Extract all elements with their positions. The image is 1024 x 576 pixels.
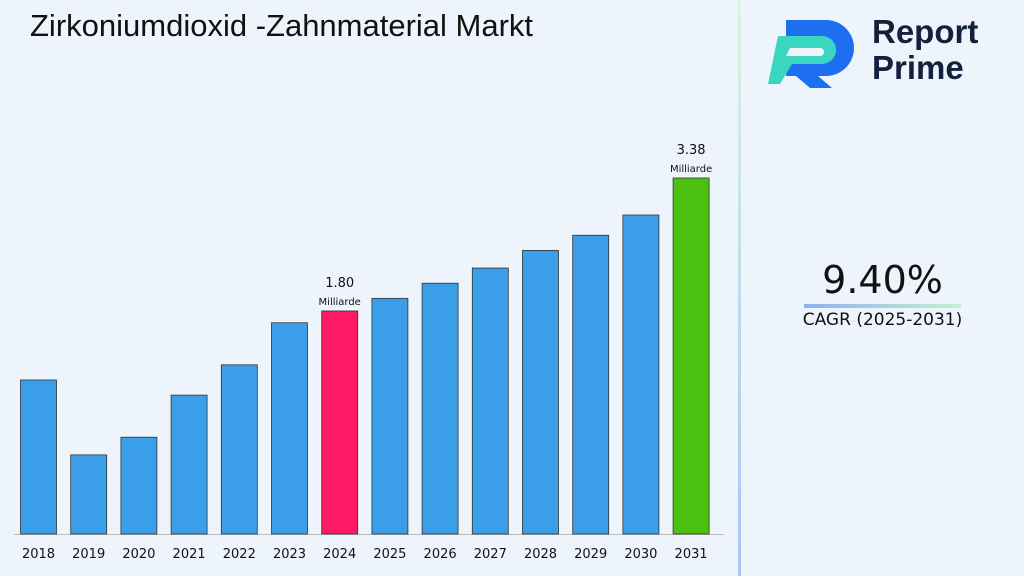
cagr-value: 9.40% (822, 258, 943, 302)
cagr-underline (804, 304, 961, 308)
x-tick-label: 2026 (424, 547, 457, 562)
bar-2030 (622, 214, 660, 535)
bar-chart: 2018 2019 2020 2021 2022 2023 2024 2025 2026 2027… (14, 143, 724, 562)
x-tick-label: 2027 (474, 547, 507, 562)
logo-line1: Report (872, 13, 979, 50)
bar-2021 (170, 394, 208, 535)
bar-2024 (321, 310, 359, 535)
bar-2019 (70, 454, 108, 535)
bar-2023 (271, 322, 308, 535)
logo-text: Report Prime (872, 14, 978, 86)
cagr-panel: 9.40% CAGR (2025-2031) (790, 258, 975, 330)
data-label-unit: Milliarde (319, 297, 361, 308)
data-label-value: 1.80 (325, 276, 354, 291)
logo-line2: Prime (872, 49, 964, 86)
x-tick-label: 2030 (624, 547, 657, 562)
x-tick-label: 2028 (524, 547, 557, 562)
bar-2031 (672, 177, 710, 535)
data-label-value: 3.38 (677, 143, 706, 158)
bar-2029 (572, 234, 610, 535)
bar-2018 (20, 379, 57, 535)
bar-2027 (471, 267, 509, 535)
report-prime-logo-icon (768, 20, 854, 88)
x-tick-label: 2024 (323, 547, 356, 562)
x-tick-label: 2019 (72, 547, 105, 562)
x-tick-label: 2031 (675, 547, 708, 562)
cagr-label: CAGR (2025-2031) (802, 310, 963, 330)
x-tick-label: 2029 (574, 547, 607, 562)
x-tick-label: 2018 (22, 547, 55, 562)
bar-2022 (220, 364, 258, 535)
x-tick-label: 2025 (373, 547, 406, 562)
bar-2025 (371, 297, 409, 535)
data-label-unit: Milliarde (670, 164, 712, 175)
bar-2020 (120, 436, 158, 535)
x-tick-label: 2020 (122, 547, 155, 562)
x-tick-label: 2022 (223, 547, 256, 562)
divider (738, 0, 741, 576)
bar-2026 (421, 282, 459, 535)
bar-2028 (522, 249, 559, 535)
x-tick-label: 2023 (273, 547, 306, 562)
x-tick-label: 2021 (173, 547, 206, 562)
chart-title: Zirkoniumdioxid -Zahnmaterial Markt (30, 8, 534, 43)
